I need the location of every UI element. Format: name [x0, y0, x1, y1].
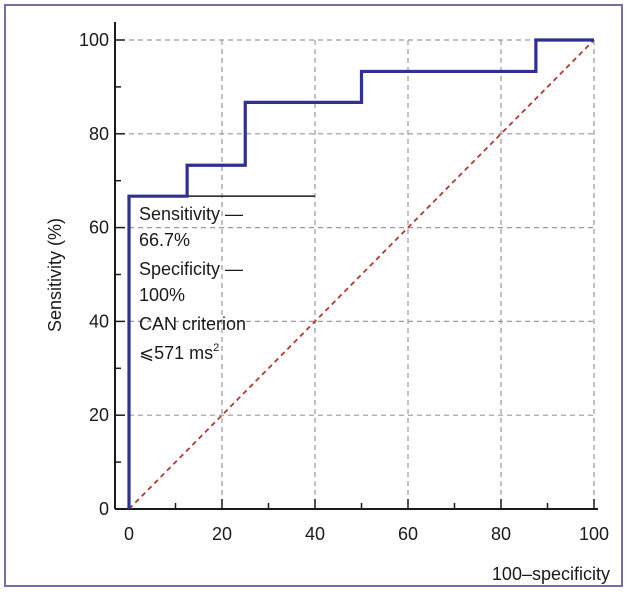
axes	[114, 22, 598, 510]
x-tick-label-80: 80	[491, 524, 511, 544]
y-tick-label-60: 60	[89, 218, 109, 238]
annotation-line-1: Sensitivity —	[139, 204, 243, 224]
y-tick-label-80: 80	[89, 124, 109, 144]
annotation-line-3: Specificity —	[139, 259, 243, 279]
y-tick-label-0: 0	[99, 499, 109, 519]
x-tick-label-0: 0	[124, 524, 134, 544]
roc-curve-group	[127, 38, 595, 510]
y-axis-title: Sensitivity (%)	[45, 218, 65, 332]
annotation-line-2: 66.7%	[139, 230, 190, 250]
x-tick-label-20: 20	[212, 524, 232, 544]
reference-line-group	[128, 39, 595, 510]
y-tick-label-20: 20	[89, 405, 109, 425]
y-tick-labels: 0 20 40 60 80 100	[79, 30, 109, 519]
x-axis-title: 100–specificity	[492, 564, 610, 584]
annotation-criterion-value: ⩽571 ms	[139, 343, 213, 363]
annotation-text: Sensitivity — 66.7% Specificity — 100% C…	[139, 204, 246, 363]
annotation-line-6: ⩽571 ms2	[139, 342, 219, 363]
y-tick-label-40: 40	[89, 311, 109, 331]
x-tick-label-60: 60	[398, 524, 418, 544]
annotation-superscript: 2	[213, 342, 219, 354]
x-tick-label-40: 40	[305, 524, 325, 544]
reference-diagonal-line	[128, 39, 595, 510]
grid-lines	[129, 39, 595, 509]
x-tick-label-100: 100	[579, 524, 609, 544]
y-tick-label-100: 100	[79, 30, 109, 50]
annotation-line-4: 100%	[139, 285, 185, 305]
annotation-line-5: CAN criterion	[139, 314, 246, 334]
x-tick-labels: 0 20 40 60 80 100	[124, 524, 609, 544]
